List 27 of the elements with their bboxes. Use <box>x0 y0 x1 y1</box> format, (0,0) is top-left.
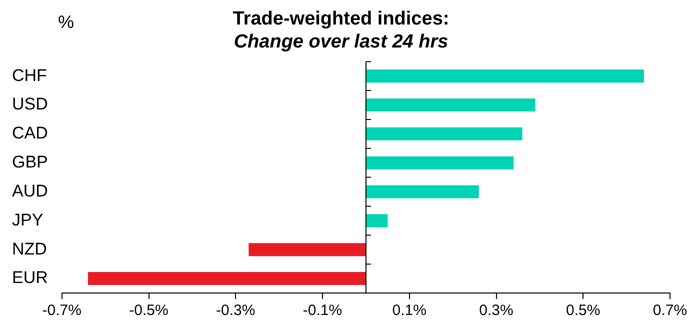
y-tick-label: JPY <box>12 210 44 230</box>
bar <box>366 185 479 198</box>
y-tick-label: NZD <box>12 239 47 258</box>
bar <box>366 98 536 112</box>
y-tick-label: CHF <box>12 66 47 85</box>
y-axis-title: % <box>58 12 74 33</box>
x-tick-label: -0.3% <box>216 302 256 320</box>
y-tick-label: GBP <box>12 152 48 172</box>
x-tick-label: 0.3% <box>479 302 514 320</box>
y-tick-label: AUD <box>12 181 48 200</box>
x-tick-label: -0.7% <box>42 302 82 320</box>
chart-subtitle: Change over last 24 hrs <box>234 31 448 52</box>
bar <box>366 127 522 140</box>
chart-title: Trade-weighted indices: <box>232 8 450 30</box>
x-tick-label: -0.1% <box>302 302 342 320</box>
x-tick-label: 0.7% <box>652 302 688 320</box>
bar <box>248 243 366 256</box>
y-tick-label: USD <box>12 94 48 114</box>
bar <box>88 272 366 286</box>
x-tick-label: 0.1% <box>392 302 426 320</box>
bar <box>366 70 644 83</box>
x-tick-label: -0.5% <box>129 302 168 320</box>
y-tick-label: CAD <box>12 124 48 143</box>
bar <box>366 214 388 228</box>
bar <box>366 156 514 170</box>
y-tick-label: EUR <box>12 268 48 288</box>
x-tick-label: 0.5% <box>566 302 600 320</box>
